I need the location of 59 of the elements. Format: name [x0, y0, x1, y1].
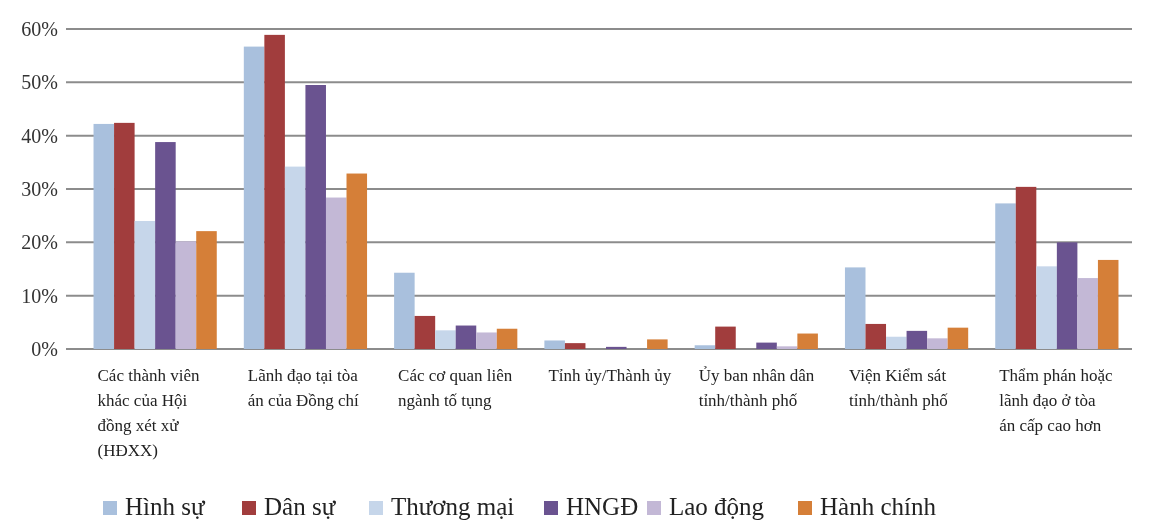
bar [93, 123, 115, 349]
x-tick-label: Tỉnh ủy/Thành ủy [548, 366, 672, 385]
bar [155, 142, 176, 349]
bar [776, 346, 798, 349]
bar [325, 197, 347, 349]
bar [564, 343, 586, 349]
bar [264, 34, 285, 349]
y-tick-label: 10% [21, 284, 58, 307]
bar [947, 327, 969, 349]
y-tick-label: 40% [21, 124, 58, 147]
bar [1097, 259, 1119, 349]
bar [1077, 278, 1098, 349]
bar [906, 330, 928, 349]
bar [496, 328, 518, 349]
bar [797, 333, 818, 349]
bar [414, 315, 436, 349]
x-tick-label: Viện Kiểm sát tỉnh/thành phố [848, 366, 949, 410]
bar [346, 173, 368, 349]
bar [435, 330, 456, 349]
bar [606, 346, 627, 349]
bar [134, 221, 156, 349]
x-tick-label: Các thành viên khác của Hội đồng xét xử (HĐXX) [97, 366, 200, 460]
legend-label: Hình sự [125, 493, 206, 520]
bar [114, 122, 135, 349]
bar [476, 332, 497, 349]
bar [1056, 242, 1078, 349]
x-tick-label: Lãnh đạo tại tòa án của Đồng chí [247, 366, 360, 410]
legend-label: Thương mại [391, 493, 515, 520]
x-tick-label: Các cơ quan liên ngành tố tụng [398, 366, 513, 410]
legend-label: Lao động [669, 493, 765, 520]
x-tick-label: Thẩm phán hoặc lãnh đạo ở tòa án cấp cao hơn [999, 366, 1113, 435]
x-tick-label: Ủy ban nhân dân tỉnh/thành phố [698, 366, 815, 410]
bar [756, 342, 777, 349]
bar [394, 272, 415, 349]
legend-label: Dân sự [264, 493, 337, 520]
bar [284, 166, 306, 349]
bar [694, 345, 716, 349]
legend-label: HNGĐ [566, 493, 639, 520]
bar [175, 241, 197, 349]
bar [865, 323, 887, 349]
bar [844, 267, 866, 349]
bar [647, 339, 668, 349]
y-tick-label: 30% [21, 178, 58, 200]
bar [715, 326, 736, 349]
bar [544, 340, 565, 349]
y-tick-label: 20% [21, 231, 58, 254]
bar [196, 231, 217, 349]
bar [927, 338, 948, 349]
bar [305, 85, 326, 349]
legend-label: Hành chính [820, 493, 937, 520]
bar [455, 325, 477, 349]
y-tick-label: 0% [31, 338, 58, 360]
y-tick-label: 60% [21, 18, 58, 40]
bar [886, 336, 907, 349]
bar [995, 203, 1016, 349]
bar [1015, 186, 1037, 349]
bar [1036, 266, 1057, 349]
bar [243, 46, 265, 349]
y-tick-label: 50% [21, 71, 58, 94]
